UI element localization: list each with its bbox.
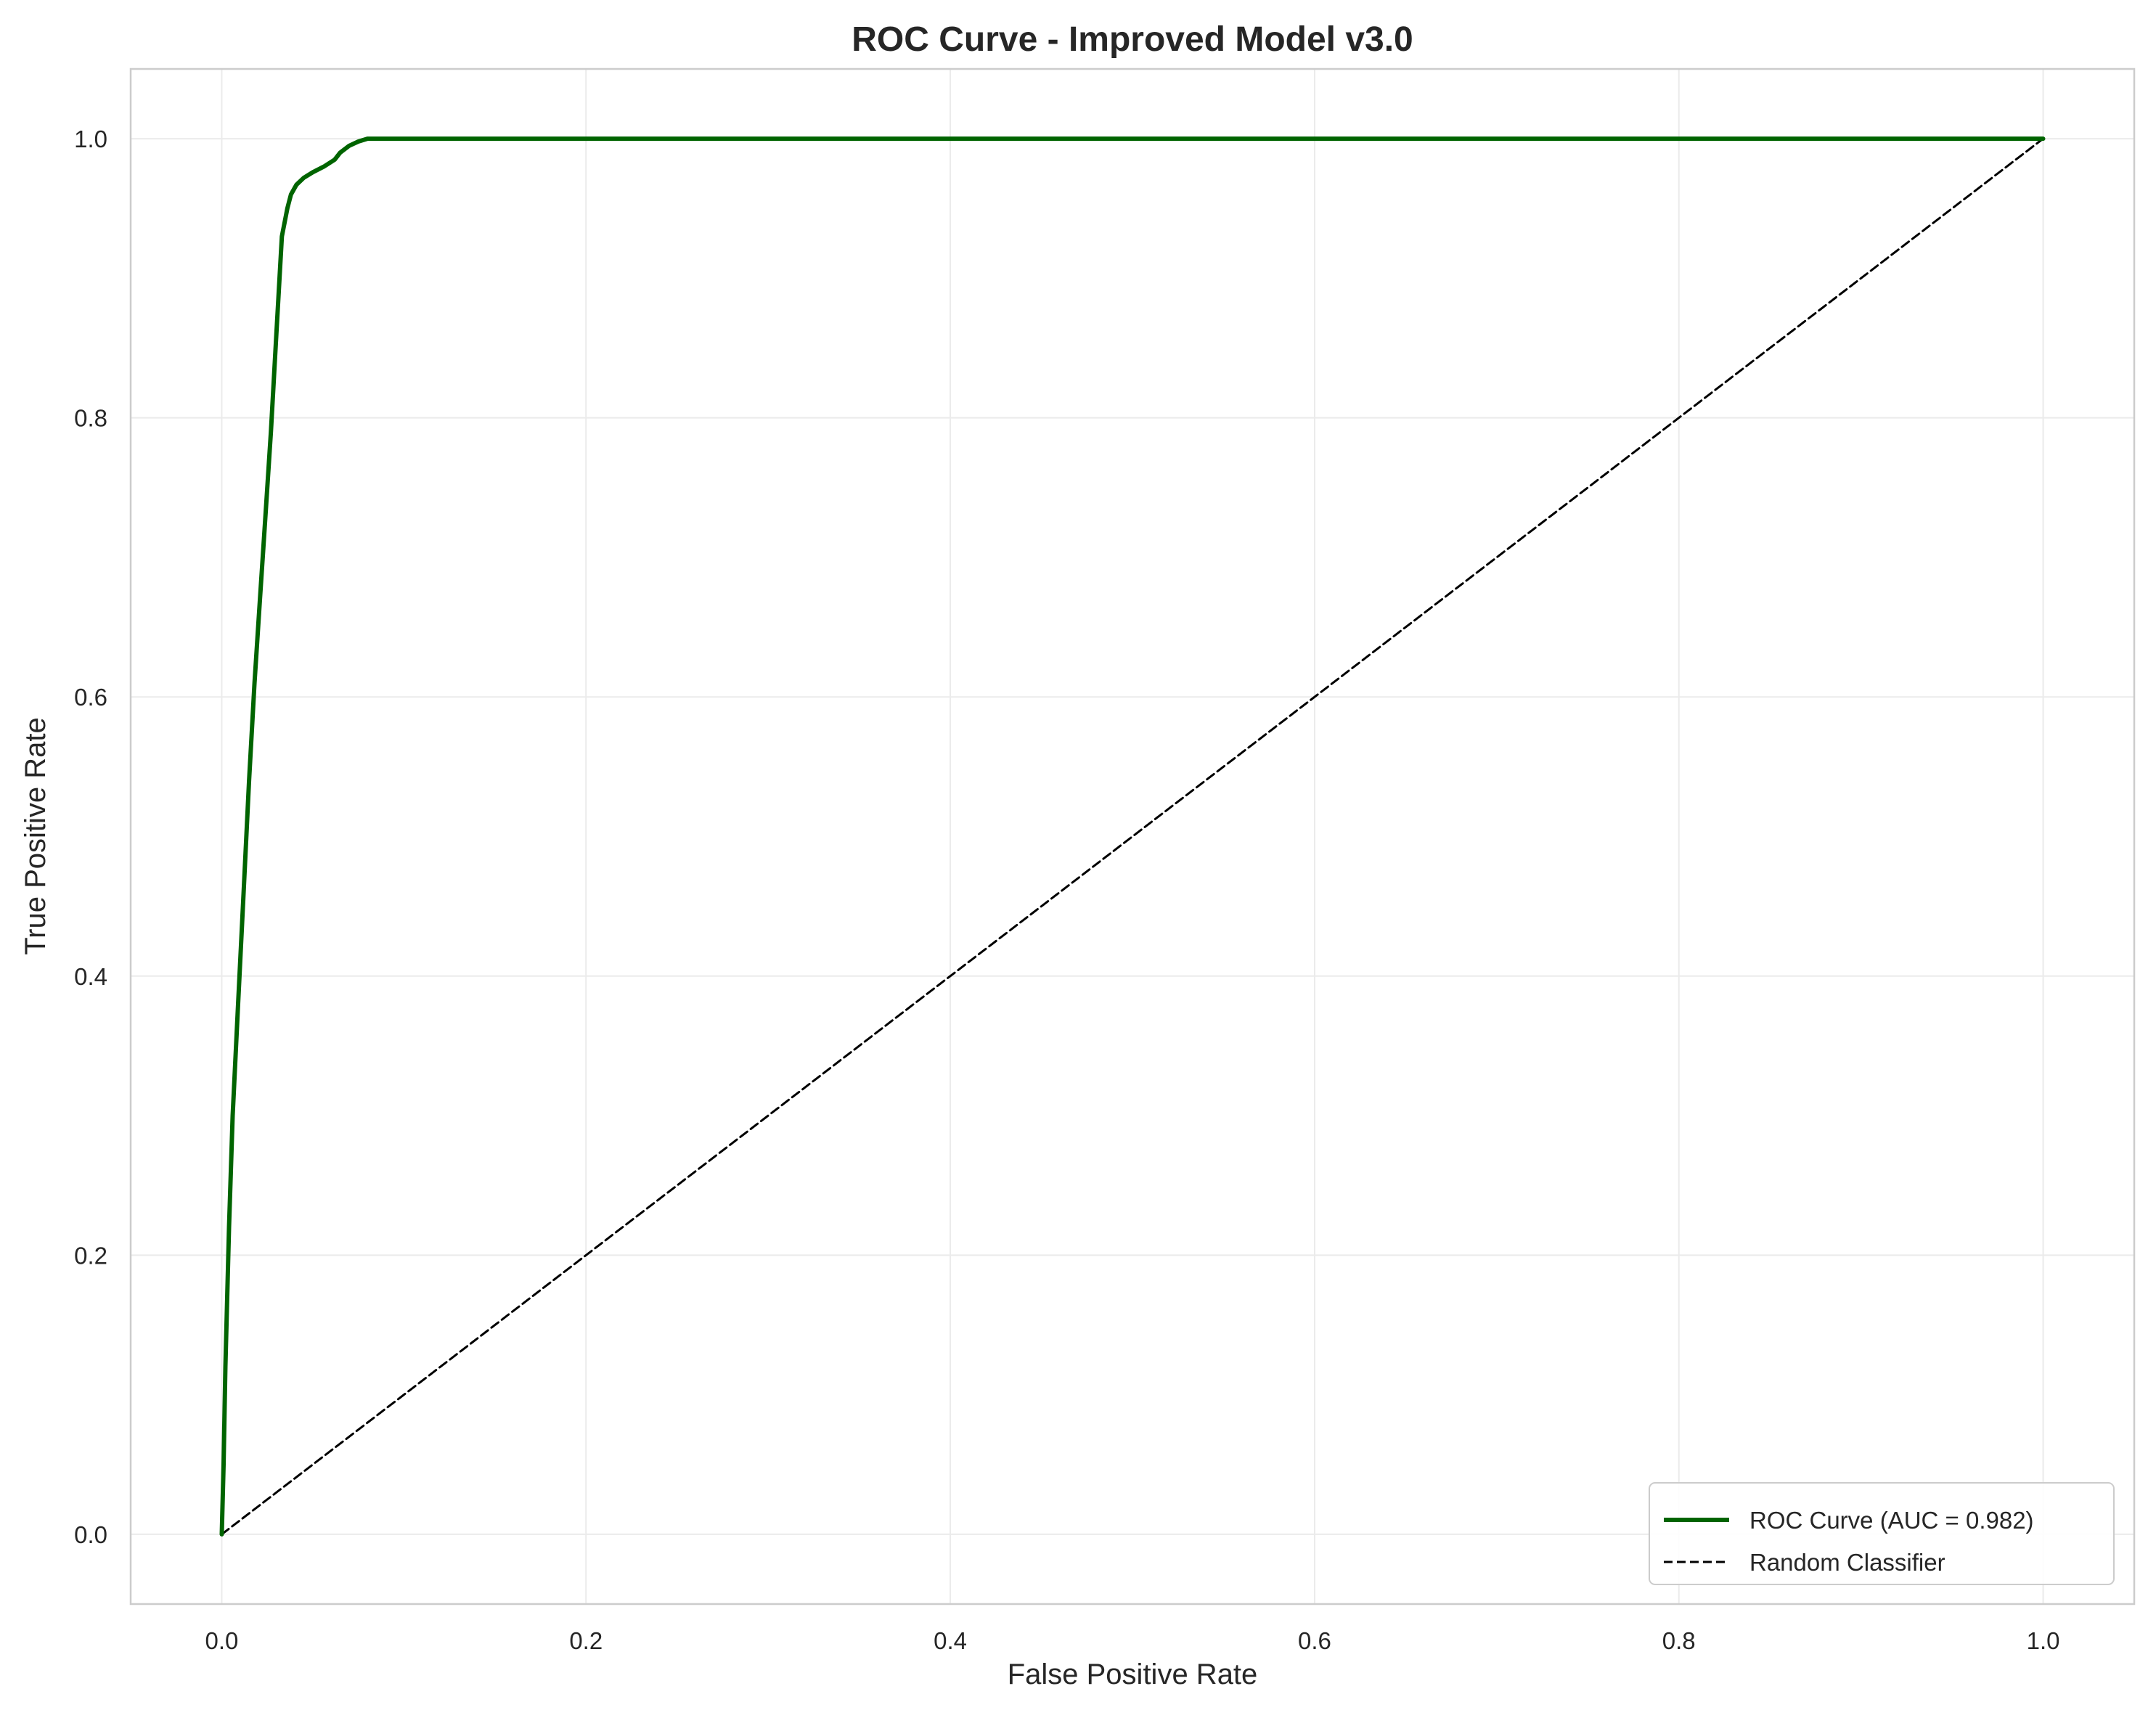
legend-label-random: Random Classifier: [1749, 1549, 1945, 1576]
x-tick-label: 0.8: [1662, 1627, 1696, 1654]
chart-title: ROC Curve - Improved Model v3.0: [852, 20, 1413, 59]
y-tick-label: 0.2: [74, 1242, 107, 1269]
tick-labels: 0.0 0.2 0.4 0.6 0.8 1.0 0.0 0.2 0.4 0.6 0.8 1.0: [74, 126, 2059, 1654]
y-tick-label: 0.4: [74, 963, 107, 990]
x-tick-label: 1.0: [2027, 1627, 2060, 1654]
y-tick-label: 0.6: [74, 684, 107, 711]
legend-label-roc: ROC Curve (AUC = 0.982): [1749, 1507, 2034, 1534]
x-tick-label: 0.4: [934, 1627, 967, 1654]
legend: ROC Curve (AUC = 0.982) Random Classifie…: [1649, 1482, 2115, 1585]
y-tick-label: 0.8: [74, 405, 107, 432]
roc-curve-line: [219, 136, 2046, 1537]
y-tick-label: 0.0: [74, 1521, 107, 1548]
y-axis-label: True Positive Rate: [20, 717, 52, 955]
x-axis-label: False Positive Rate: [1008, 1658, 1258, 1690]
random-classifier-line: [221, 137, 2044, 1536]
y-tick-label: 1.0: [74, 126, 107, 152]
plot-frame: [129, 68, 2136, 1605]
x-tick-label: 0.6: [1298, 1627, 1331, 1654]
x-tick-label: 0.0: [205, 1627, 239, 1654]
legend-box: [1649, 1482, 2115, 1585]
x-tick-label: 0.2: [569, 1627, 603, 1654]
plot-series: [219, 136, 2046, 1537]
